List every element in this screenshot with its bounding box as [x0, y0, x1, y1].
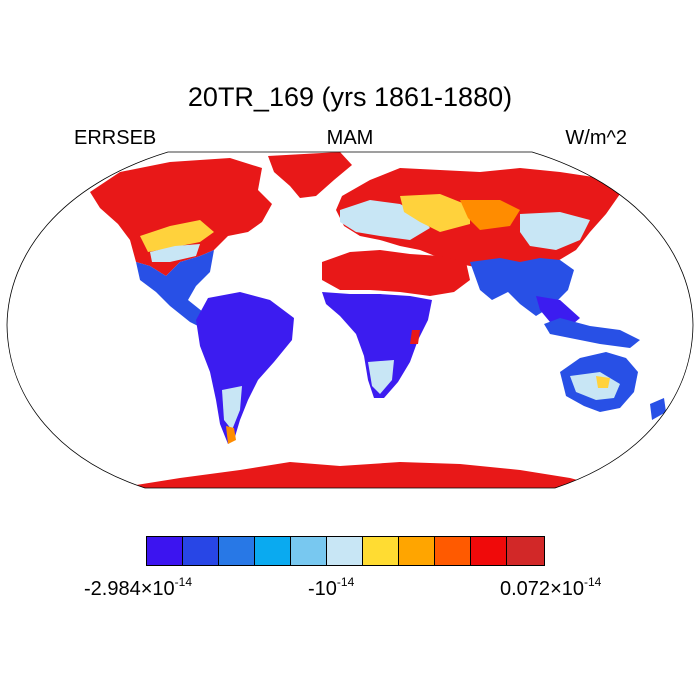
units-label: W/m^2 — [565, 127, 627, 149]
colorbar-label-mid: -10-14 — [308, 575, 355, 600]
colorbar-swatch — [399, 537, 435, 565]
colorbar-swatch — [507, 537, 544, 565]
colorbar-swatch — [219, 537, 255, 565]
variable-label: ERRSEB — [74, 127, 157, 149]
colorbar-swatch — [291, 537, 327, 565]
colorbar-swatch — [435, 537, 471, 565]
colorbar-swatch — [471, 537, 507, 565]
land-fill — [90, 152, 666, 488]
colorbar-label-max: 0.072×10-14 — [500, 575, 602, 600]
colorbar-swatch — [363, 537, 399, 565]
north-america — [90, 158, 272, 276]
colorbar-swatch — [327, 537, 363, 565]
south-america — [196, 292, 294, 444]
north-america-south — [136, 250, 222, 332]
colorbar-swatch — [255, 537, 291, 565]
north-africa — [322, 250, 470, 296]
colorbar-swatch — [183, 537, 219, 565]
greenland — [268, 152, 352, 198]
south-africa — [322, 292, 432, 398]
antarctica — [130, 462, 600, 488]
plot-title: 20TR_169 (yrs 1861-1880) — [187, 82, 513, 112]
colorbar-swatch — [147, 537, 183, 565]
colorbar-label-min: -2.984×10-14 — [84, 575, 192, 600]
globe-outline — [6, 151, 694, 489]
colorbar — [146, 536, 545, 566]
season-label: MAM — [326, 127, 374, 149]
